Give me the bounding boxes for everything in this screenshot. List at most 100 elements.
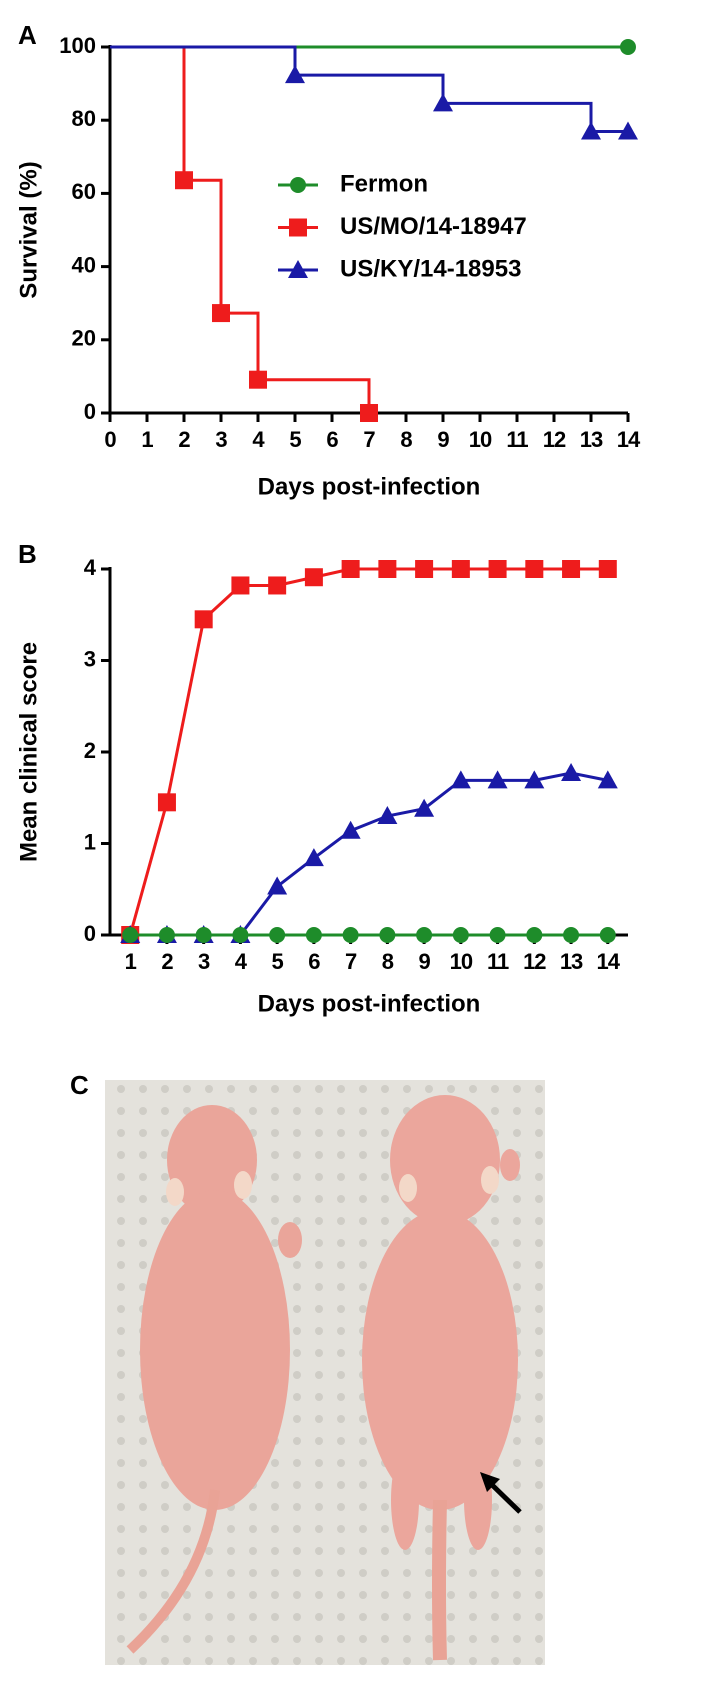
marker <box>524 770 545 789</box>
marker <box>269 927 286 943</box>
marker <box>562 560 581 578</box>
marker <box>378 560 397 578</box>
marker <box>581 121 601 140</box>
marker <box>561 763 582 782</box>
marker <box>232 927 249 943</box>
marker <box>598 560 617 578</box>
marker <box>340 820 361 839</box>
legend-label: US/KY/14-18953 <box>340 255 521 282</box>
x-axis-label: Days post-infection <box>258 473 481 500</box>
y-tick-label: 80 <box>72 106 96 131</box>
marker <box>303 848 324 867</box>
marker <box>360 404 378 422</box>
x-tick-label: 12 <box>523 949 546 974</box>
x-tick-label: 2 <box>178 427 190 452</box>
x-tick-label: 4 <box>252 427 265 452</box>
marker <box>212 304 230 323</box>
x-tick-label: 3 <box>215 427 227 452</box>
series-line <box>130 771 609 937</box>
x-tick-label: 9 <box>437 427 449 452</box>
marker <box>451 560 470 578</box>
photo <box>105 1080 545 1665</box>
y-tick-label: 0 <box>84 921 96 946</box>
marker <box>341 560 360 578</box>
arrow <box>480 1472 522 1514</box>
legend-marker <box>289 218 307 237</box>
marker <box>416 927 433 943</box>
marker <box>450 770 471 789</box>
mouse-left <box>126 1105 302 1654</box>
marker <box>452 927 469 943</box>
x-tick-label: 14 <box>617 427 641 452</box>
marker <box>194 610 213 629</box>
series-line <box>110 45 628 134</box>
marker <box>525 560 544 578</box>
x-tick-label: 8 <box>382 949 394 974</box>
marker <box>231 576 250 595</box>
panel-label: A <box>18 20 37 50</box>
x-tick-label: 5 <box>289 427 301 452</box>
marker <box>285 65 305 84</box>
legend-label: US/MO/14-18947 <box>340 213 527 240</box>
x-tick-label: 2 <box>161 949 173 974</box>
series-line <box>110 45 371 413</box>
marker <box>268 576 287 595</box>
x-tick-label: 6 <box>326 427 338 452</box>
y-tick-label: 60 <box>72 179 96 204</box>
x-tick-label: 4 <box>235 949 248 974</box>
panel-label: B <box>18 539 37 569</box>
x-tick-label: 10 <box>469 427 492 452</box>
y-tick-label: 100 <box>59 33 96 58</box>
x-tick-label: 0 <box>104 427 116 452</box>
x-tick-label: 3 <box>198 949 210 974</box>
y-tick-label: 0 <box>84 399 96 424</box>
x-tick-label: 7 <box>345 949 357 974</box>
x-tick-label: 9 <box>418 949 430 974</box>
marker <box>122 927 139 943</box>
x-tick-label: 11 <box>506 427 528 452</box>
marker <box>267 876 288 895</box>
x-axis-label: Days post-infection <box>258 990 481 1017</box>
y-tick-label: 3 <box>84 646 96 671</box>
marker <box>487 770 508 789</box>
x-tick-label: 1 <box>125 949 137 974</box>
x-tick-label: 12 <box>543 427 566 452</box>
marker <box>342 927 359 943</box>
x-tick-label: 11 <box>487 949 509 974</box>
y-axis-label: Mean clinical score <box>15 642 42 862</box>
marker <box>415 560 434 578</box>
marker <box>433 93 453 112</box>
marker <box>379 927 396 943</box>
x-tick-label: 7 <box>363 427 375 452</box>
x-tick-label: 8 <box>400 427 412 452</box>
marker <box>488 560 507 578</box>
marker <box>414 798 435 817</box>
marker <box>526 927 543 943</box>
marker <box>157 793 176 812</box>
marker <box>377 806 398 825</box>
legend-marker <box>288 260 308 278</box>
marker <box>563 927 580 943</box>
x-tick-label: 6 <box>308 949 320 974</box>
marker <box>597 770 618 789</box>
marker <box>158 927 175 943</box>
marker <box>195 927 212 943</box>
x-tick-label: 10 <box>450 949 473 974</box>
y-tick-label: 1 <box>84 829 96 854</box>
marker <box>599 927 616 943</box>
y-tick-label: 40 <box>72 252 96 277</box>
marker <box>305 927 322 943</box>
legend-marker <box>290 177 306 193</box>
y-axis-label: Survival (%) <box>15 161 42 298</box>
marker <box>620 39 636 55</box>
y-tick-label: 2 <box>84 738 96 763</box>
marker <box>618 121 638 140</box>
marker <box>304 568 323 587</box>
y-tick-label: 20 <box>72 326 96 351</box>
legend-label: Fermon <box>340 170 428 197</box>
marker <box>249 370 267 389</box>
y-tick-label: 4 <box>84 555 97 580</box>
marker <box>489 927 506 943</box>
x-tick-label: 14 <box>597 949 621 974</box>
